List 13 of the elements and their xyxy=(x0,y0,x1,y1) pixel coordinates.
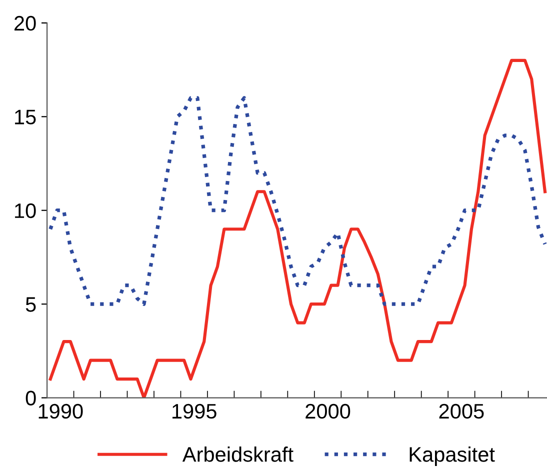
legend-label: Kapasitet xyxy=(410,446,495,466)
legend-label: Arbeidskraft xyxy=(182,446,294,462)
y-tick-label: 20 xyxy=(14,16,36,31)
x-tick-label: 2000 xyxy=(306,404,350,419)
x-tick-label: 1995 xyxy=(172,404,216,419)
y-tick-label: 10 xyxy=(15,203,36,218)
line-series xyxy=(48,96,547,306)
y-tick-label: 15 xyxy=(15,110,36,124)
line-series xyxy=(48,58,547,398)
y-tick-label: 5 xyxy=(26,297,36,312)
x-tick-label: 2005 xyxy=(439,404,484,419)
x-tick-label: 1990 xyxy=(38,404,83,419)
y-tick-label: 0 xyxy=(26,390,36,406)
